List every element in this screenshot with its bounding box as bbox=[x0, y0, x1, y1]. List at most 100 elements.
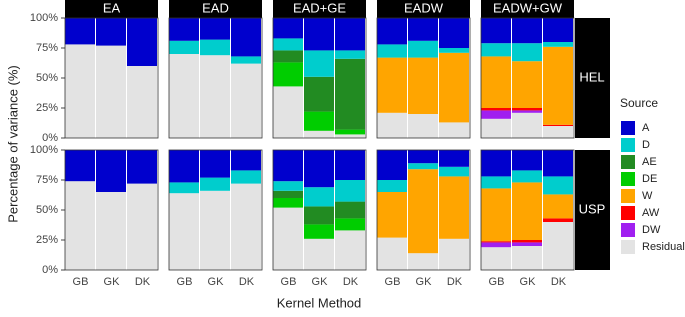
column-strip bbox=[377, 0, 470, 18]
legend-label: DE bbox=[642, 173, 657, 185]
y-tick-label: 0% bbox=[42, 132, 58, 144]
bar-segment bbox=[543, 126, 573, 138]
bar-segment bbox=[335, 180, 365, 202]
bar-segment bbox=[439, 166, 469, 177]
y-axis-label: Percentage of variance (%) bbox=[5, 65, 20, 223]
bar-segment bbox=[231, 183, 261, 270]
bar-segment bbox=[304, 150, 334, 188]
bar-segment bbox=[377, 150, 407, 180]
column-strip-label: EAD bbox=[202, 0, 229, 15]
bar-segment bbox=[304, 50, 334, 77]
bar-segment bbox=[304, 76, 334, 112]
bar-segment bbox=[512, 43, 542, 62]
legend-label: D bbox=[642, 139, 650, 151]
panel-border bbox=[480, 17, 575, 139]
legend-swatch bbox=[621, 240, 635, 254]
bar-segment bbox=[273, 190, 303, 198]
bar-segment bbox=[512, 61, 542, 108]
bar-segment bbox=[335, 150, 365, 180]
bar-segment bbox=[273, 150, 303, 182]
bar-segment bbox=[481, 110, 511, 119]
panel-border bbox=[480, 149, 575, 271]
x-tick-label: DK bbox=[239, 276, 255, 288]
legend-swatch bbox=[621, 138, 635, 152]
bar-segment bbox=[481, 242, 511, 248]
bar-segment bbox=[231, 150, 261, 171]
y-tick-label: 50% bbox=[36, 204, 58, 216]
bar-segment bbox=[127, 183, 157, 270]
bar-segment bbox=[439, 48, 469, 53]
bar-segment bbox=[231, 63, 261, 138]
bar-segment bbox=[335, 18, 365, 51]
bar-segment bbox=[335, 230, 365, 270]
bar-segment bbox=[408, 169, 438, 254]
bar-segment bbox=[408, 57, 438, 114]
bar-segment bbox=[543, 222, 573, 270]
bar-segment bbox=[169, 150, 199, 183]
column-strip bbox=[65, 0, 158, 18]
bar-segment bbox=[481, 247, 511, 270]
panel-border bbox=[272, 17, 367, 139]
x-tick-label: GK bbox=[312, 276, 329, 288]
bar-segment bbox=[377, 192, 407, 238]
bar-segment bbox=[543, 42, 573, 47]
legend-swatch bbox=[621, 172, 635, 186]
x-tick-label: GB bbox=[177, 276, 193, 288]
legend-label: DW bbox=[642, 224, 661, 236]
bar-segment bbox=[439, 122, 469, 138]
row-strip bbox=[575, 150, 610, 270]
bar-segment bbox=[304, 206, 334, 225]
y-tick-label: 75% bbox=[36, 42, 58, 54]
bar-segment bbox=[231, 170, 261, 184]
bar-segment bbox=[231, 56, 261, 64]
bar-segment bbox=[273, 198, 303, 208]
x-tick-label: GB bbox=[281, 276, 297, 288]
bar-segment bbox=[481, 118, 511, 138]
bar-segment bbox=[481, 150, 511, 177]
bar-segment bbox=[481, 18, 511, 44]
bar-segment bbox=[231, 18, 261, 57]
bar-segment bbox=[377, 18, 407, 45]
bar-segment bbox=[304, 111, 334, 131]
legend-title: Source bbox=[620, 96, 658, 110]
bar-segment bbox=[481, 188, 511, 242]
legend-label: W bbox=[642, 190, 653, 202]
bar-segment bbox=[127, 150, 157, 184]
bar-segment bbox=[543, 124, 573, 126]
column-strip bbox=[273, 0, 366, 18]
bar-segment bbox=[543, 176, 573, 195]
bar-segment bbox=[377, 237, 407, 270]
bar-segment bbox=[335, 58, 365, 130]
x-tick-label: DK bbox=[135, 276, 151, 288]
bar-segment bbox=[439, 150, 469, 167]
bar-segment bbox=[169, 54, 199, 138]
bar-segment bbox=[169, 182, 199, 194]
bar-segment bbox=[304, 238, 334, 270]
row-strip-label: USP bbox=[579, 201, 606, 216]
bar-segment bbox=[127, 18, 157, 66]
x-tick-label: GK bbox=[416, 276, 433, 288]
x-tick-label: GK bbox=[520, 276, 537, 288]
bar-segment bbox=[65, 18, 95, 45]
bar-segment bbox=[439, 18, 469, 48]
x-tick-label: GB bbox=[385, 276, 401, 288]
y-tick-label: 25% bbox=[36, 234, 58, 246]
bar-segment bbox=[304, 130, 334, 138]
bar-segment bbox=[273, 50, 303, 63]
y-tick-label: 100% bbox=[30, 12, 58, 24]
legend-label: AW bbox=[642, 207, 660, 219]
bar-segment bbox=[200, 18, 230, 40]
bar-segment bbox=[512, 110, 542, 113]
bar-segment bbox=[481, 241, 511, 243]
bar-segment bbox=[439, 52, 469, 123]
bar-segment bbox=[304, 224, 334, 239]
bar-segment bbox=[273, 181, 303, 191]
bar-segment bbox=[273, 38, 303, 51]
y-tick-label: 0% bbox=[42, 264, 58, 276]
bar-segment bbox=[512, 246, 542, 270]
panel-border bbox=[64, 149, 159, 271]
bar-segment bbox=[543, 194, 573, 219]
bar-segment bbox=[543, 150, 573, 177]
bar-segment bbox=[377, 57, 407, 113]
